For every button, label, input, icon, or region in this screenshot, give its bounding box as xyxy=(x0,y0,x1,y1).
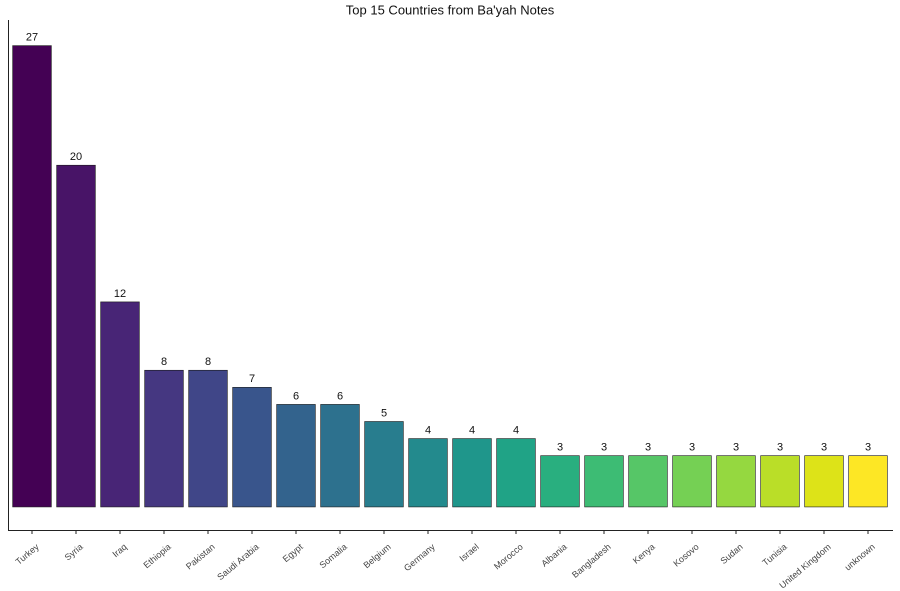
bar xyxy=(848,455,888,508)
value-label: 3 xyxy=(821,442,827,454)
value-label: 5 xyxy=(381,407,387,419)
bar xyxy=(144,369,184,508)
x-tick-label: Albania xyxy=(539,542,568,569)
bar xyxy=(56,164,96,508)
x-tick-label: Saudi Arabia xyxy=(215,542,261,582)
x-tick-label: Bangladesh xyxy=(570,542,613,580)
value-label: 8 xyxy=(161,356,167,368)
bar xyxy=(12,45,52,508)
x-tick-label: unknown xyxy=(843,542,877,573)
value-label: 4 xyxy=(425,424,431,436)
value-label: 3 xyxy=(645,442,651,454)
bar xyxy=(232,387,272,508)
value-label: 4 xyxy=(513,424,519,436)
bar xyxy=(100,301,140,508)
value-label: 4 xyxy=(469,424,475,436)
bar xyxy=(408,438,448,508)
x-tick-label: Germany xyxy=(402,541,437,573)
bar xyxy=(364,421,404,508)
chart-title: Top 15 Countries from Ba'yah Notes xyxy=(346,2,555,17)
value-label: 3 xyxy=(777,442,783,454)
value-label: 12 xyxy=(114,288,126,300)
x-tick-label: Syria xyxy=(63,542,85,563)
value-label: 20 xyxy=(70,151,82,163)
value-label: 3 xyxy=(557,442,563,454)
bar xyxy=(188,369,228,508)
x-tick-label: Israel xyxy=(458,542,481,564)
bar xyxy=(276,404,316,508)
value-label: 27 xyxy=(26,32,38,44)
x-tick-label: Pakistan xyxy=(184,542,217,572)
bar xyxy=(672,455,712,508)
x-tick-label: Ethiopia xyxy=(141,542,172,571)
x-tick-label: Belgium xyxy=(361,542,392,571)
value-label: 3 xyxy=(865,442,871,454)
bar xyxy=(628,455,668,508)
bar xyxy=(716,455,756,508)
x-tick-label: Turkey xyxy=(14,541,42,566)
bar xyxy=(496,438,536,508)
x-tick-label: Morocco xyxy=(492,542,525,572)
x-tick-label: Kenya xyxy=(631,542,657,566)
x-tick-label: Kosovo xyxy=(671,542,700,569)
x-tick-label: Sudan xyxy=(718,542,744,566)
value-label: 3 xyxy=(733,442,739,454)
value-label: 6 xyxy=(293,390,299,402)
bar xyxy=(540,455,580,508)
x-tick-label: Somalia xyxy=(317,542,348,571)
value-label: 3 xyxy=(689,442,695,454)
value-label: 7 xyxy=(249,373,255,385)
bar xyxy=(452,438,492,508)
bar xyxy=(804,455,844,508)
bar xyxy=(320,404,360,508)
value-label: 8 xyxy=(205,356,211,368)
value-label: 3 xyxy=(601,442,607,454)
value-label: 6 xyxy=(337,390,343,402)
x-tick-label: Tunisia xyxy=(760,542,788,568)
bar xyxy=(760,455,800,508)
x-tick-label: Iraq xyxy=(110,542,128,560)
bar xyxy=(584,455,624,508)
x-tick-label: Egypt xyxy=(281,541,305,564)
